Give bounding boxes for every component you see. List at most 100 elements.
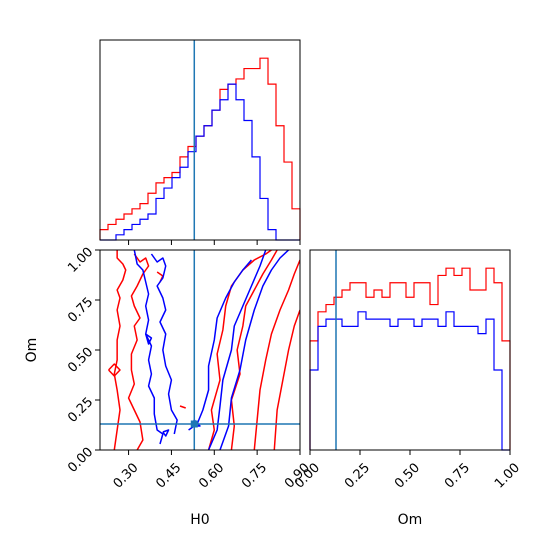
histogram-bar-series_a-17 bbox=[446, 268, 454, 450]
histogram-bar-series_b-12 bbox=[196, 136, 204, 240]
x-axis-label-hist_Om_x: Om bbox=[398, 512, 423, 528]
histogram-bar-series_b-4 bbox=[132, 224, 140, 240]
histogram-bar-series_a-10 bbox=[390, 283, 398, 450]
x-tick-label-contour_x-0: 0.30 bbox=[111, 460, 142, 491]
histogram-bar-series_b-1 bbox=[318, 326, 326, 450]
histogram-bar-series_a-8 bbox=[164, 178, 172, 240]
y-tick-label-contour_y-2: 0.50 bbox=[65, 345, 96, 376]
histogram-bar-series_a-11 bbox=[398, 283, 406, 450]
histogram-bar-series_a-0 bbox=[100, 230, 108, 240]
histogram-bar-series_b-4 bbox=[342, 326, 350, 450]
histogram-bar-series_b-3 bbox=[334, 319, 342, 450]
histogram-bar-series_a-0 bbox=[310, 341, 318, 450]
histogram-bar-series_b-16 bbox=[438, 326, 446, 450]
histogram-bar-series_b-12 bbox=[406, 319, 414, 450]
histogram-bar-series_a-24 bbox=[502, 341, 510, 450]
histogram-bar-series_a-20 bbox=[260, 58, 268, 240]
truth-marker bbox=[190, 420, 198, 428]
histogram-bar-series_b-10 bbox=[180, 167, 188, 240]
contour-line-series_b-12 bbox=[162, 429, 170, 437]
x-tick-label-hist_Om_x-3: 0.75 bbox=[442, 460, 473, 491]
histogram-bar-series_a-20 bbox=[470, 290, 478, 450]
histogram-bar-series_b-8 bbox=[374, 319, 382, 450]
contour-line-series_b-9 bbox=[133, 250, 164, 445]
histogram-bar-series_a-22 bbox=[486, 268, 494, 450]
histogram-outline-series_a-0 bbox=[99, 57, 301, 240]
histogram-bar-series_a-18 bbox=[454, 275, 462, 450]
y-tick-label-contour_y-1: 0.25 bbox=[65, 395, 96, 426]
histogram-bar-series_b-13 bbox=[414, 326, 422, 450]
panel-frame-hist-Om bbox=[309, 249, 511, 451]
histogram-bar-series_b-6 bbox=[358, 312, 366, 450]
histogram-bar-series_b-2 bbox=[116, 235, 124, 240]
histogram-bar-series_a-9 bbox=[382, 297, 390, 450]
histogram-panel-h0 bbox=[99, 39, 301, 245]
histogram-bar-series_b-5 bbox=[140, 219, 148, 240]
x-axis-label-contour_x: H0 bbox=[190, 512, 209, 528]
histogram-bar-series_b-0 bbox=[310, 370, 318, 450]
histogram-bar-series_b-13 bbox=[204, 126, 212, 240]
panel-frame-contour-H0-Om bbox=[99, 249, 301, 451]
x-tick-label-contour_x-1: 0.45 bbox=[153, 460, 184, 491]
histogram-bar-series_b-15 bbox=[430, 319, 438, 450]
x-tick-label-contour_x-2: 0.60 bbox=[196, 460, 227, 491]
histogram-bar-series_a-16 bbox=[438, 275, 446, 450]
y-tick-label-contour_y-4: 1.00 bbox=[65, 245, 96, 276]
histogram-bar-series_b-14 bbox=[422, 319, 430, 450]
contour-line-series_a-8 bbox=[273, 309, 300, 450]
contour-line-series_a-3 bbox=[156, 271, 164, 283]
histogram-bar-series_b-11 bbox=[398, 319, 406, 450]
histogram-bar-series_a-1 bbox=[318, 312, 326, 450]
histogram-bar-series_a-14 bbox=[422, 283, 430, 450]
histogram-bar-series_a-18 bbox=[244, 69, 252, 240]
histogram-bar-series_b-15 bbox=[220, 100, 228, 240]
histogram-bar-series_b-9 bbox=[172, 178, 180, 240]
histogram-bar-series_a-2 bbox=[326, 305, 334, 450]
y-axis-label-contour_y: Om bbox=[24, 338, 40, 363]
histogram-bar-series_b-7 bbox=[366, 319, 374, 450]
histogram-bar-series_b-17 bbox=[236, 100, 244, 240]
contour-line-series_a-4 bbox=[179, 405, 186, 409]
histogram-bar-series_a-24 bbox=[292, 209, 300, 240]
x-tick-label-hist_Om_x-2: 0.50 bbox=[392, 460, 423, 491]
histogram-outline-series_a-0 bbox=[309, 267, 511, 450]
histogram-bar-series_a-2 bbox=[116, 219, 124, 240]
histogram-bar-series_a-23 bbox=[494, 283, 502, 450]
histogram-bar-series_a-10 bbox=[180, 157, 188, 240]
histogram-bar-series_b-22 bbox=[486, 319, 494, 450]
histogram-bar-series_a-5 bbox=[140, 204, 148, 240]
histogram-bar-series_a-3 bbox=[124, 214, 132, 240]
histogram-bar-series_b-17 bbox=[446, 312, 454, 450]
histogram-bar-series_a-19 bbox=[252, 69, 260, 240]
contour-line-series_a-0 bbox=[113, 250, 127, 450]
histogram-bar-series_b-7 bbox=[156, 198, 164, 240]
contour-line-series_b-15 bbox=[207, 250, 267, 450]
contour-line-series_b-13 bbox=[188, 259, 252, 431]
histogram-bar-series_a-12 bbox=[196, 136, 204, 240]
x-tick-label-hist_Om_x-1: 0.25 bbox=[342, 460, 373, 491]
histogram-bar-series_a-15 bbox=[220, 89, 228, 240]
histogram-bar-series_b-19 bbox=[462, 326, 470, 450]
y-tick-label-contour_y-0: 0.00 bbox=[65, 445, 96, 476]
histogram-bar-series_b-21 bbox=[268, 230, 276, 240]
histogram-bar-series_b-19 bbox=[252, 157, 260, 240]
histogram-bar-series_a-4 bbox=[342, 290, 350, 450]
contour-line-series_b-16 bbox=[219, 250, 290, 450]
histogram-bar-series_b-16 bbox=[228, 84, 236, 240]
histogram-outline-series_b-1 bbox=[309, 311, 510, 451]
contour-panel-h0-om: 0.30 0.45 0.60 0.75 0.90H00.000.250.500.751.… bbox=[24, 245, 313, 528]
contour-line-series_a-1 bbox=[127, 253, 150, 450]
histogram-bar-series_b-9 bbox=[382, 319, 390, 450]
histogram-bar-series_b-5 bbox=[350, 326, 358, 450]
contour-line-series_b-10 bbox=[150, 253, 178, 435]
histogram-bar-series_a-8 bbox=[374, 290, 382, 450]
histogram-bar-series_a-7 bbox=[366, 297, 374, 450]
histogram-bar-series_a-3 bbox=[334, 297, 342, 450]
histogram-bar-series_b-2 bbox=[326, 319, 334, 450]
histogram-bar-series_b-3 bbox=[124, 230, 132, 240]
histogram-bar-series_a-19 bbox=[462, 268, 470, 450]
histogram-bar-series_a-22 bbox=[276, 126, 284, 240]
